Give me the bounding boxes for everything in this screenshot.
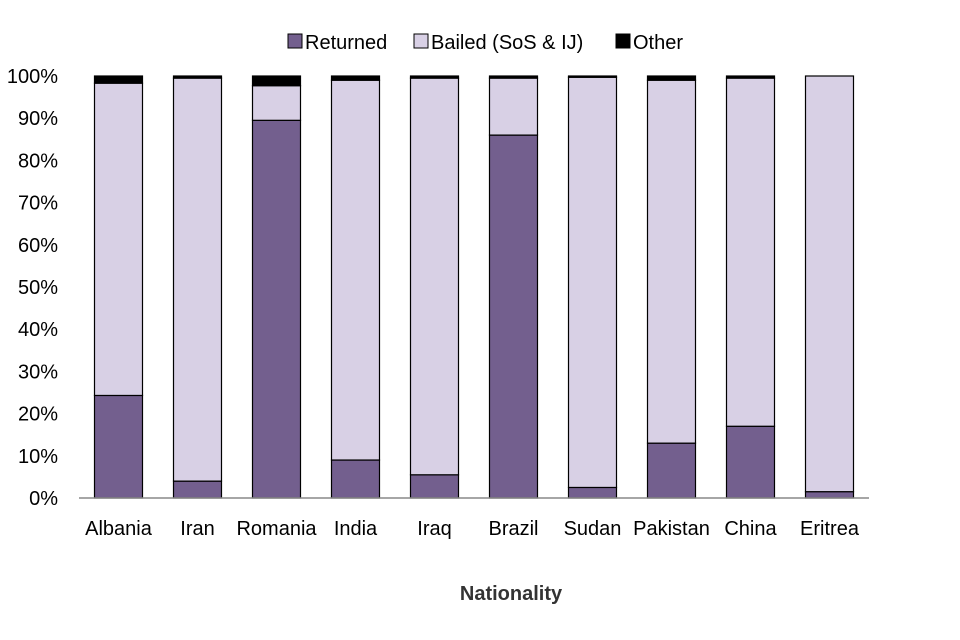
legend-item: Bailed (SoS & IJ) <box>413 32 583 54</box>
y-axis-ticks: 0% 10% 20% 30% 40% 50% 60% 70% 80% 90% 100% <box>7 66 58 510</box>
y-tick-label: 0% <box>29 488 58 510</box>
legend-item: Other <box>615 32 683 54</box>
bar-segment <box>567 75 618 78</box>
bar-segment <box>172 480 223 499</box>
legend-item: Returned <box>287 32 387 54</box>
bar-segment <box>488 75 539 79</box>
x-tick-label: India <box>334 518 378 540</box>
bar-group <box>725 75 776 499</box>
y-tick-label: 70% <box>18 193 58 215</box>
bar-group <box>804 75 855 499</box>
bar-segment <box>488 134 539 499</box>
x-axis-ticks: Albania Iran Romania India Iraq Brazil Sudan Pa… <box>85 518 860 540</box>
bar-segment <box>646 442 697 499</box>
bar-segment <box>567 76 618 489</box>
bar-segment <box>725 425 776 499</box>
bar-segment <box>251 119 302 499</box>
bar-segment <box>725 75 776 79</box>
x-tick-label: Iran <box>180 518 214 540</box>
bar-segment <box>172 75 223 79</box>
bar-segment <box>488 77 539 136</box>
x-tick-label: Iraq <box>417 518 451 540</box>
bar-segment <box>804 75 855 493</box>
bar-segment <box>409 77 460 476</box>
bar-segment <box>330 79 381 461</box>
x-tick-label: Eritrea <box>800 518 860 540</box>
x-tick-label: Romania <box>236 518 317 540</box>
bar-group <box>251 75 302 499</box>
y-tick-label: 90% <box>18 108 58 130</box>
x-tick-label: Brazil <box>488 518 538 540</box>
bars <box>93 75 855 499</box>
bar-group <box>330 75 381 499</box>
bar-segment <box>172 77 223 482</box>
bar-group <box>409 75 460 499</box>
legend-label: Returned <box>305 32 387 54</box>
legend: Returned Bailed (SoS & IJ) Other <box>287 32 683 54</box>
bar-segment <box>409 474 460 499</box>
bar-segment <box>725 77 776 427</box>
legend-swatch <box>615 33 631 49</box>
bar-segment <box>646 75 697 81</box>
y-tick-label: 20% <box>18 404 58 426</box>
bar-segment <box>804 491 855 499</box>
legend-swatch <box>287 33 303 49</box>
y-tick-label: 50% <box>18 277 58 299</box>
bar-group <box>488 75 539 499</box>
bar-segment <box>93 394 144 499</box>
x-axis-title: Nationality <box>460 583 563 605</box>
bar-segment <box>567 486 618 499</box>
bar-group <box>93 75 144 499</box>
y-tick-label: 60% <box>18 235 58 257</box>
x-tick-label: Sudan <box>564 518 622 540</box>
bar-group <box>646 75 697 499</box>
bar-segment <box>646 79 697 444</box>
bar-group <box>567 75 618 499</box>
bar-segment <box>251 75 302 87</box>
bar-segment <box>330 459 381 499</box>
x-tick-label: Albania <box>85 518 153 540</box>
bar-segment <box>409 75 460 79</box>
bar-segment <box>251 85 302 121</box>
bar-segment <box>330 75 381 81</box>
bar-group <box>172 75 223 499</box>
y-tick-label: 10% <box>18 446 58 468</box>
bar-segment <box>93 82 144 397</box>
y-tick-label: 30% <box>18 361 58 383</box>
y-tick-label: 40% <box>18 319 58 341</box>
bar-segment <box>93 75 144 84</box>
y-tick-label: 80% <box>18 150 58 172</box>
x-tick-label: Pakistan <box>633 518 710 540</box>
x-tick-label: China <box>724 518 777 540</box>
legend-label: Bailed (SoS & IJ) <box>431 32 583 54</box>
legend-label: Other <box>633 32 683 54</box>
y-tick-label: 100% <box>7 66 58 88</box>
legend-swatch <box>413 33 429 49</box>
